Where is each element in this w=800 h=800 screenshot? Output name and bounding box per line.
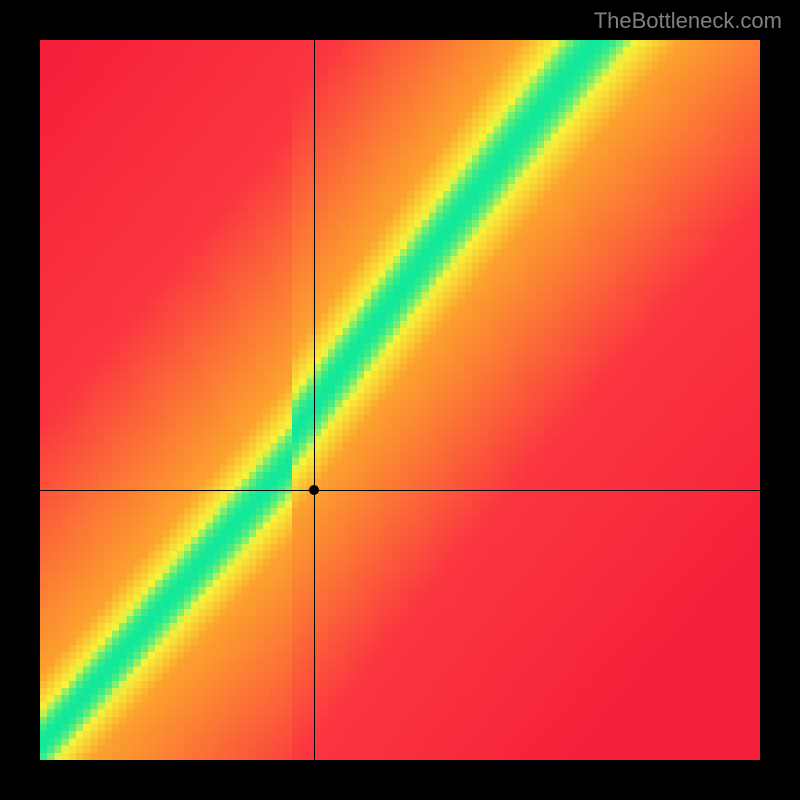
watermark-text: TheBottleneck.com [594, 8, 782, 34]
selection-marker [309, 485, 319, 495]
crosshair-horizontal [40, 490, 760, 491]
crosshair-vertical [314, 40, 315, 760]
bottleneck-heatmap [40, 40, 760, 760]
heatmap-canvas [40, 40, 760, 760]
